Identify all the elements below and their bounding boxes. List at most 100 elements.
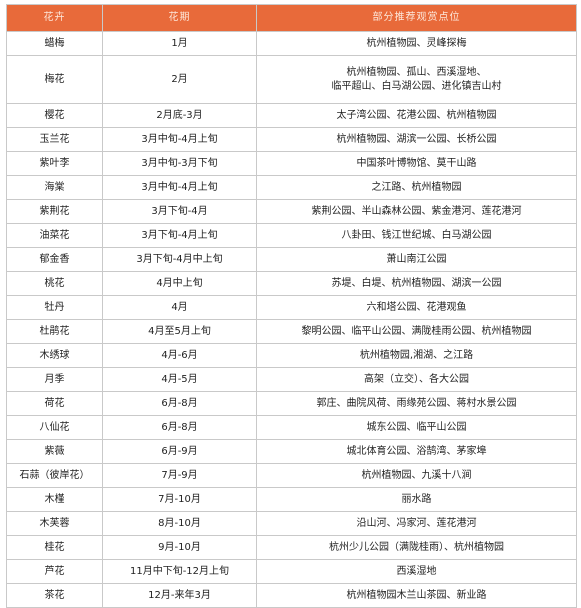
flower-name-cell: 木绣球 — [6, 343, 103, 368]
table-row: 郁金香 3月下旬-4月中上旬 萧山南江公园 — [6, 247, 577, 272]
flower-name-cell: 月季 — [6, 367, 103, 392]
table-row: 牡丹 4月 六和塔公园、花港观鱼 — [6, 295, 577, 320]
viewing-spot-line: 杭州植物园,湘湖、之江路 — [359, 349, 474, 361]
flower-name-cell: 海棠 — [6, 175, 103, 200]
bloom-period-cell: 2月 — [102, 55, 257, 104]
table-row: 桃花 4月中上旬 苏堤、白堤、杭州植物园、湖滨一公园 — [6, 271, 577, 296]
flower-name-cell: 八仙花 — [6, 415, 103, 440]
flower-name-cell: 紫荆花 — [6, 199, 103, 224]
viewing-spots-cell: 杭州植物园木兰山茶园、新业路 — [256, 583, 577, 608]
viewing-spot-line: 杭州植物园木兰山茶园、新业路 — [346, 589, 487, 601]
table-body: 蜡梅 1月 杭州植物园、灵峰探梅 梅花 2月 杭州植物园、孤山、西溪湿地、 临平超山、白马湖… — [6, 31, 577, 608]
table-row: 紫荆花 3月下旬-4月 紫荆公园、半山森林公园、紫金港河、莲花港河 — [6, 199, 577, 224]
flower-name-cell: 荷花 — [6, 391, 103, 416]
viewing-spot-line: 之江路、杭州植物园 — [371, 181, 462, 193]
bloom-period-cell: 3月中旬-4月上旬 — [102, 127, 257, 152]
table-row: 紫叶李 3月中旬-3月下旬 中国茶叶博物馆、莫干山路 — [6, 151, 577, 176]
bloom-period-cell: 2月底-3月 — [102, 103, 257, 128]
flower-name-cell: 桂花 — [6, 535, 103, 560]
flower-name-cell: 蜡梅 — [6, 31, 103, 56]
table-row: 芦花 11月中下旬-12月上旬 西溪湿地 — [6, 559, 577, 584]
viewing-spots-cell: 丽水路 — [256, 487, 577, 512]
flower-name-cell: 玉兰花 — [6, 127, 103, 152]
viewing-spots-cell: 郭庄、曲院风荷、雨缘苑公园、蒋村水景公园 — [256, 391, 577, 416]
viewing-spot-line: 中国茶叶博物馆、莫干山路 — [356, 157, 477, 169]
viewing-spots-cell: 之江路、杭州植物园 — [256, 175, 577, 200]
table-header-row: 花卉 花期 部分推荐观赏点位 — [6, 4, 577, 32]
table-row: 紫薇 6月-9月 城北体育公园、浴鹄湾、茅家埠 — [6, 439, 577, 464]
flower-name-cell: 桃花 — [6, 271, 103, 296]
viewing-spots-cell: 萧山南江公园 — [256, 247, 577, 272]
flower-name-cell: 杜鹃花 — [6, 319, 103, 344]
viewing-spot-line: 西溪湿地 — [396, 565, 437, 577]
bloom-period-cell: 12月-来年3月 — [102, 583, 257, 608]
viewing-spot-line: 郭庄、曲院风荷、雨缘苑公园、蒋村水景公园 — [316, 397, 517, 409]
flower-name-cell: 茶花 — [6, 583, 103, 608]
viewing-spots-cell: 杭州植物园、湖滨一公园、长桥公园 — [256, 127, 577, 152]
viewing-spot-line: 临平超山、白马湖公园、进化镇吉山村 — [331, 80, 502, 92]
bloom-period-cell: 11月中下旬-12月上旬 — [102, 559, 257, 584]
bloom-period-cell: 3月中旬-3月下旬 — [102, 151, 257, 176]
bloom-period-cell: 6月-8月 — [102, 415, 257, 440]
viewing-spot-line: 紫荆公园、半山森林公园、紫金港河、莲花港河 — [311, 205, 522, 217]
viewing-spot-line: 丽水路 — [401, 493, 432, 505]
table-row: 木槿 7月-10月 丽水路 — [6, 487, 577, 512]
flower-name-cell: 紫薇 — [6, 439, 103, 464]
bloom-period-cell: 9月-10月 — [102, 535, 257, 560]
viewing-spot-line: 杭州植物园、九溪十八涧 — [361, 469, 472, 481]
viewing-spots-cell: 杭州植物园、灵峰探梅 — [256, 31, 577, 56]
viewing-spots-cell: 高架（立交）、各大公园 — [256, 367, 577, 392]
bloom-period-cell: 3月下旬-4月 — [102, 199, 257, 224]
bloom-period-cell: 3月下旬-4月中上旬 — [102, 247, 257, 272]
flower-viewing-table: 花卉 花期 部分推荐观赏点位 蜡梅 1月 杭州植物园、灵峰探梅 梅花 2月 杭州植物园、孤… — [6, 4, 577, 608]
table-row: 木绣球 4月-6月 杭州植物园,湘湖、之江路 — [6, 343, 577, 368]
viewing-spots-cell: 太子湾公园、花港公园、杭州植物园 — [256, 103, 577, 128]
flower-name-cell: 樱花 — [6, 103, 103, 128]
viewing-spots-cell: 西溪湿地 — [256, 559, 577, 584]
viewing-spot-line: 杭州植物园、灵峰探梅 — [366, 37, 467, 49]
viewing-spots-cell: 城北体育公园、浴鹄湾、茅家埠 — [256, 439, 577, 464]
bloom-period-cell: 6月-8月 — [102, 391, 257, 416]
table-row: 油菜花 3月下旬-4月上旬 八卦田、钱江世纪城、白马湖公园 — [6, 223, 577, 248]
table-row: 石蒜（彼岸花） 7月-9月 杭州植物园、九溪十八涧 — [6, 463, 577, 488]
bloom-period-cell: 4月-5月 — [102, 367, 257, 392]
table-row: 樱花 2月底-3月 太子湾公园、花港公园、杭州植物园 — [6, 103, 577, 128]
viewing-spot-line: 萧山南江公园 — [386, 253, 447, 265]
header-period: 花期 — [102, 4, 257, 32]
viewing-spot-line: 六和塔公园、花港观鱼 — [366, 301, 467, 313]
viewing-spots-cell: 六和塔公园、花港观鱼 — [256, 295, 577, 320]
table-row: 八仙花 6月-8月 城东公园、临平山公园 — [6, 415, 577, 440]
flower-name-cell: 油菜花 — [6, 223, 103, 248]
viewing-spots-cell: 紫荆公园、半山森林公园、紫金港河、莲花港河 — [256, 199, 577, 224]
viewing-spot-line: 城东公园、临平山公园 — [366, 421, 467, 433]
bloom-period-cell: 4月中上旬 — [102, 271, 257, 296]
flower-name-cell: 郁金香 — [6, 247, 103, 272]
header-spots: 部分推荐观赏点位 — [256, 4, 577, 32]
viewing-spots-cell: 八卦田、钱江世纪城、白马湖公园 — [256, 223, 577, 248]
viewing-spot-line: 杭州植物园、孤山、西溪湿地、 — [346, 66, 487, 78]
flower-name-cell: 牡丹 — [6, 295, 103, 320]
flower-name-cell: 芦花 — [6, 559, 103, 584]
table-row: 海棠 3月中旬-4月上旬 之江路、杭州植物园 — [6, 175, 577, 200]
viewing-spots-cell: 杭州少儿公园（满陇桂雨）、杭州植物园 — [256, 535, 577, 560]
table-row: 杜鹃花 4月至5月上旬 黎明公园、临平山公园、满陇桂雨公园、杭州植物园 — [6, 319, 577, 344]
viewing-spots-cell: 沿山河、冯家河、莲花港河 — [256, 511, 577, 536]
viewing-spot-line: 城北体育公园、浴鹄湾、茅家埠 — [346, 445, 487, 457]
viewing-spot-line: 杭州少儿公园（满陇桂雨）、杭州植物园 — [329, 541, 504, 553]
bloom-period-cell: 3月下旬-4月上旬 — [102, 223, 257, 248]
bloom-period-cell: 4月 — [102, 295, 257, 320]
viewing-spot-line: 黎明公园、临平山公园、满陇桂雨公园、杭州植物园 — [301, 325, 532, 337]
header-flower: 花卉 — [6, 4, 103, 32]
viewing-spot-line: 沿山河、冯家河、莲花港河 — [356, 517, 477, 529]
table-row: 木芙蓉 8月-10月 沿山河、冯家河、莲花港河 — [6, 511, 577, 536]
flower-name-cell: 木芙蓉 — [6, 511, 103, 536]
viewing-spots-cell: 杭州植物园、九溪十八涧 — [256, 463, 577, 488]
bloom-period-cell: 1月 — [102, 31, 257, 56]
viewing-spot-line: 苏堤、白堤、杭州植物园、湖滨一公园 — [331, 277, 502, 289]
viewing-spots-cell: 黎明公园、临平山公园、满陇桂雨公园、杭州植物园 — [256, 319, 577, 344]
table-row: 蜡梅 1月 杭州植物园、灵峰探梅 — [6, 31, 577, 56]
bloom-period-cell: 8月-10月 — [102, 511, 257, 536]
flower-viewing-table-container: 花卉 花期 部分推荐观赏点位 蜡梅 1月 杭州植物园、灵峰探梅 梅花 2月 杭州植物园、孤… — [6, 4, 577, 608]
table-row: 茶花 12月-来年3月 杭州植物园木兰山茶园、新业路 — [6, 583, 577, 608]
viewing-spots-cell: 杭州植物园、孤山、西溪湿地、临平超山、白马湖公园、进化镇吉山村 — [256, 55, 577, 104]
